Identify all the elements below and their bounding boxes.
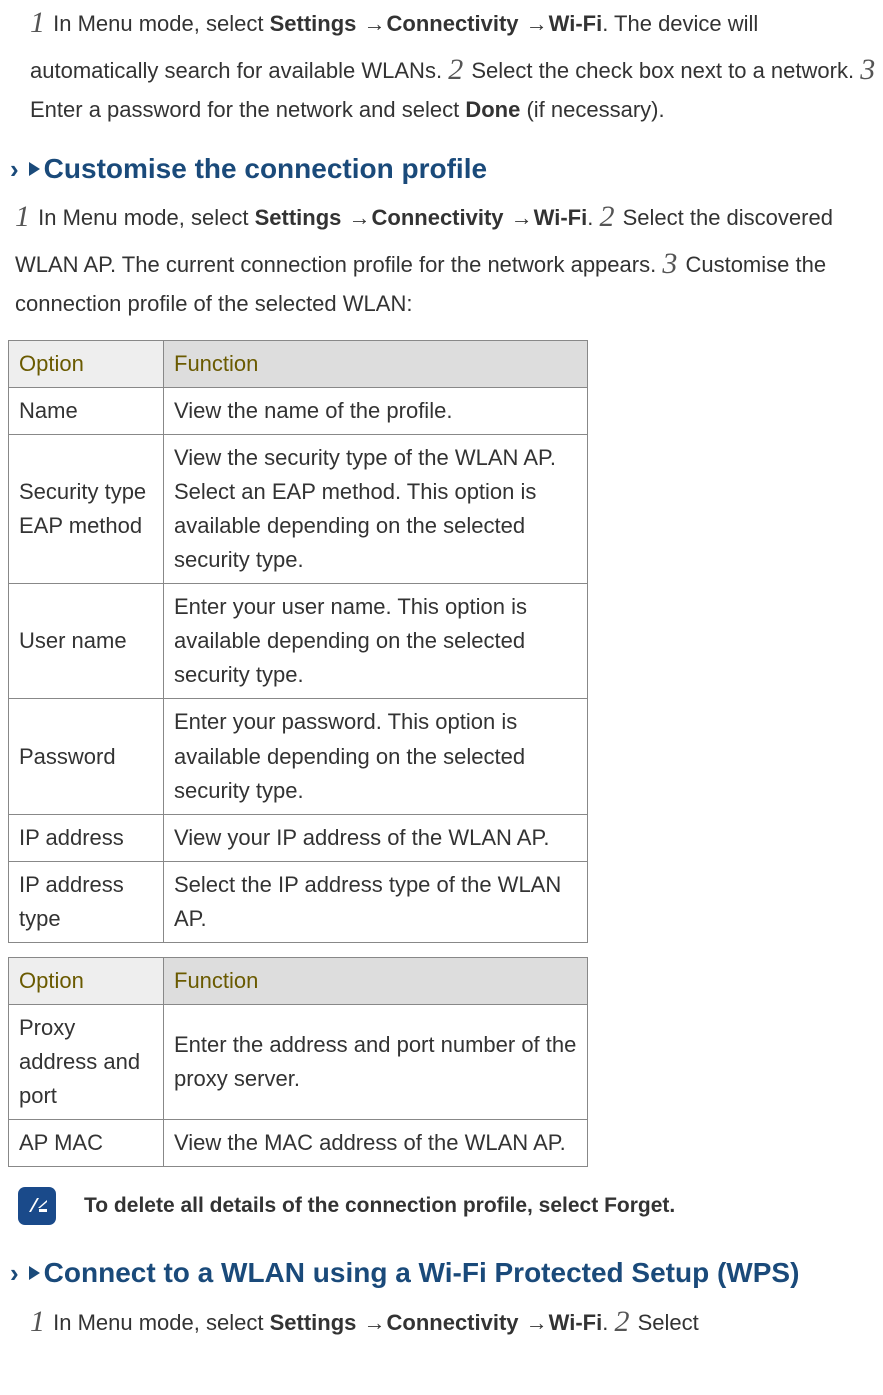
options-table-2: Option Function Proxy address and portEn…	[8, 957, 588, 1167]
note-block: To delete all details of the connection …	[8, 1181, 883, 1231]
step-text: Select the check box next to a network.	[471, 58, 854, 83]
menu-path-1: Settings	[270, 1310, 357, 1335]
note-pre: To delete all details of the connection …	[84, 1194, 604, 1217]
opt-cell: Security type EAP method	[9, 434, 164, 583]
note-text: To delete all details of the connection …	[84, 1190, 675, 1223]
note-post: .	[669, 1194, 675, 1217]
menu-path-3: Wi-Fi	[549, 1310, 603, 1335]
play-right-icon	[29, 1266, 40, 1280]
opt-cell: Proxy address and port	[9, 1005, 164, 1120]
menu-path-2: Connectivity	[387, 1310, 519, 1335]
arrow-icon: →	[349, 205, 371, 230]
col-option: Option	[9, 340, 164, 387]
table-row: Proxy address and portEnter the address …	[9, 1005, 588, 1120]
arrow-icon: →	[364, 1310, 386, 1335]
step-number: 1	[15, 200, 30, 233]
opt-cell: AP MAC	[9, 1120, 164, 1167]
arrow-icon: →	[526, 1310, 548, 1335]
table-row: PasswordEnter your password. This option…	[9, 699, 588, 814]
menu-path-3: Wi-Fi	[549, 11, 603, 36]
options-table-1: Option Function NameView the name of the…	[8, 340, 588, 943]
step-text: In Menu mode, select	[53, 11, 269, 36]
col-option: Option	[9, 957, 164, 1004]
done-label: Done	[465, 97, 520, 122]
sectionB-paragraph: 1 In Menu mode, select Settings →Connect…	[0, 1299, 883, 1356]
arrow-icon: →	[526, 11, 548, 36]
section-heading-customise: › Customise the connection profile	[0, 147, 883, 190]
step-text: .	[587, 205, 593, 230]
step-number: 2	[448, 53, 463, 86]
opt-cell: Password	[9, 699, 164, 814]
forget-label: Forget	[604, 1194, 669, 1217]
opt-cell: Name	[9, 387, 164, 434]
step-number: 2	[614, 1305, 629, 1338]
step-text: (if necessary).	[520, 97, 664, 122]
func-cell: View the security type of the WLAN AP. S…	[164, 434, 588, 583]
step-text: .	[602, 1310, 608, 1335]
opt-cell: IP address	[9, 814, 164, 861]
step-text: In Menu mode, select	[53, 1310, 269, 1335]
menu-path-2: Connectivity	[372, 205, 504, 230]
chevron-right-icon: ›	[10, 149, 19, 189]
func-cell: View the MAC address of the WLAN AP.	[164, 1120, 588, 1167]
section-heading-wps: › Connect to a WLAN using a Wi-Fi Protec…	[0, 1251, 883, 1294]
step-number: 2	[599, 200, 614, 233]
table-row: Security type EAP methodView the securit…	[9, 434, 588, 583]
section-title: Customise the connection profile	[44, 147, 487, 190]
func-cell: Select the IP address type of the WLAN A…	[164, 861, 588, 942]
intro-paragraph: 1 In Menu mode, select Settings →Connect…	[0, 0, 883, 137]
section-title: Connect to a WLAN using a Wi-Fi Protecte…	[44, 1251, 800, 1294]
opt-cell: IP address type	[9, 861, 164, 942]
col-function: Function	[164, 340, 588, 387]
func-cell: Enter your password. This option is avai…	[164, 699, 588, 814]
table-row: NameView the name of the profile.	[9, 387, 588, 434]
col-function: Function	[164, 957, 588, 1004]
table-row: IP address typeSelect the IP address typ…	[9, 861, 588, 942]
step-number: 1	[30, 6, 45, 39]
func-cell: Enter your user name. This option is ava…	[164, 584, 588, 699]
step-text: In Menu mode, select	[38, 205, 254, 230]
arrow-icon: →	[511, 205, 533, 230]
menu-path-1: Settings	[255, 205, 342, 230]
sectionA-paragraph: 1 In Menu mode, select Settings →Connect…	[0, 194, 883, 331]
menu-path-2: Connectivity	[387, 11, 519, 36]
step-number: 3	[860, 53, 875, 86]
step-text: Select	[638, 1310, 699, 1335]
step-number: 3	[662, 247, 677, 280]
menu-path-1: Settings	[270, 11, 357, 36]
step-number: 1	[30, 1305, 45, 1338]
table-header-row: Option Function	[9, 340, 588, 387]
func-cell: View the name of the profile.	[164, 387, 588, 434]
table-row: IP addressView your IP address of the WL…	[9, 814, 588, 861]
chevron-right-icon: ›	[10, 1253, 19, 1293]
note-icon	[18, 1187, 56, 1225]
menu-path-3: Wi-Fi	[534, 205, 588, 230]
table-header-row: Option Function	[9, 957, 588, 1004]
func-cell: Enter the address and port number of the…	[164, 1005, 588, 1120]
arrow-icon: →	[364, 11, 386, 36]
play-right-icon	[29, 162, 40, 176]
opt-cell: User name	[9, 584, 164, 699]
table-row: User nameEnter your user name. This opti…	[9, 584, 588, 699]
table-row: AP MACView the MAC address of the WLAN A…	[9, 1120, 588, 1167]
step-text: Enter a password for the network and sel…	[30, 97, 465, 122]
func-cell: View your IP address of the WLAN AP.	[164, 814, 588, 861]
